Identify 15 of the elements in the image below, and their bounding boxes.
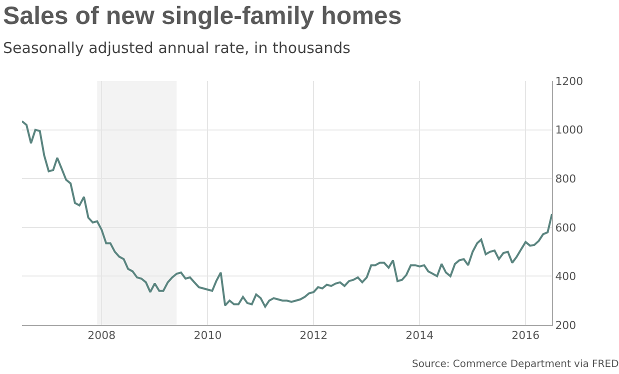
line-series — [22, 120, 552, 308]
y-tick-label: 200 — [555, 318, 576, 332]
y-tick-label: 800 — [555, 172, 576, 186]
chart-title: Sales of new single-family homes — [3, 2, 402, 30]
y-tick-label: 400 — [555, 270, 576, 284]
x-tick-label: 2014 — [406, 329, 434, 342]
source-note: Source: Commerce Department via FRED — [412, 359, 619, 370]
y-tick-label: 1200 — [555, 74, 584, 88]
y-tick-label: 600 — [555, 221, 576, 234]
x-tick-label: 2012 — [300, 329, 328, 342]
chart-subtitle: Seasonally adjusted annual rate, in thousands — [3, 39, 351, 57]
x-tick-label: 2010 — [194, 329, 222, 342]
x-tick-label: 2008 — [88, 329, 116, 342]
x-tick-label: 2016 — [512, 329, 540, 342]
y-tick-label: 1000 — [555, 124, 584, 137]
